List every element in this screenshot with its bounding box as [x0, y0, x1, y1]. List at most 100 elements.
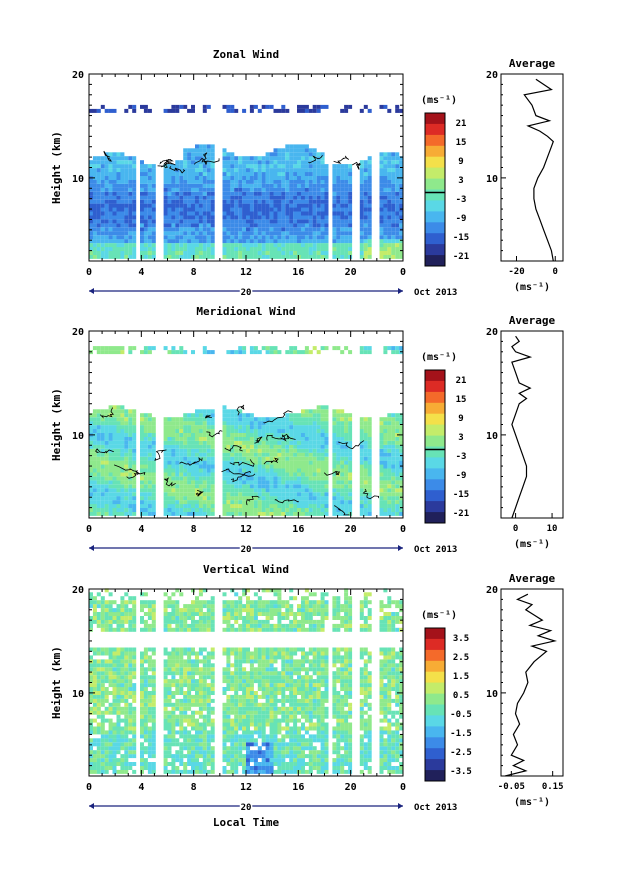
heatmap-cell	[104, 675, 109, 680]
heatmap-cell	[344, 476, 349, 481]
heatmap-cell	[246, 215, 250, 220]
heatmap-cell	[312, 480, 317, 485]
heatmap-cell	[301, 464, 305, 469]
heatmap-cell	[234, 468, 239, 473]
heatmap-cell	[363, 195, 368, 200]
heatmap-cell	[312, 429, 317, 433]
heatmap-cell	[230, 448, 235, 453]
heatmap-cell	[297, 254, 301, 259]
heatmap-cell	[128, 429, 133, 433]
heatmap-cell	[238, 179, 243, 184]
heatmap-cell	[340, 231, 345, 236]
heatmap-cell	[171, 417, 176, 422]
heatmap-cell	[140, 488, 144, 493]
heatmap-cell	[163, 191, 168, 196]
heatmap-cell	[257, 476, 262, 481]
heatmap-cell	[179, 346, 184, 351]
heatmap-cell	[324, 468, 329, 473]
heatmap-cell	[316, 108, 321, 113]
heatmap-cell	[261, 203, 266, 208]
heatmap-cell	[198, 179, 203, 184]
heatmap-cell	[120, 433, 125, 437]
heatmap-cell	[187, 429, 192, 433]
heatmap-cell	[183, 456, 188, 461]
heatmap-cell	[132, 687, 137, 691]
heatmap-cell	[269, 456, 274, 461]
heatmap-cell	[257, 500, 262, 505]
heatmap-cell	[230, 421, 235, 426]
heatmap-cell	[195, 460, 199, 465]
heatmap-cell	[116, 433, 121, 437]
heatmap-cell	[206, 417, 211, 422]
heatmap-cell	[104, 203, 109, 208]
heatmap-cell	[340, 421, 345, 426]
heatmap-cell	[124, 698, 129, 703]
heatmap-cell	[324, 254, 329, 259]
heatmap-cell	[147, 694, 152, 699]
heatmap-cell	[96, 227, 101, 232]
heatmap-cell	[140, 235, 144, 240]
heatmap-cell	[116, 722, 121, 727]
heatmap-cell	[198, 496, 203, 501]
heatmap-cell	[100, 738, 105, 743]
heatmap-cell	[344, 511, 349, 516]
heatmap-cell	[147, 702, 152, 707]
heatmap-cell	[175, 254, 180, 259]
heatmap-cell	[242, 417, 247, 422]
heatmap-cell	[261, 239, 266, 244]
heatmap-cell	[124, 655, 129, 660]
heatmap-cell	[273, 235, 278, 240]
colorbar-swatch	[425, 413, 445, 426]
heatmap-cell	[320, 456, 325, 461]
heatmap-cell	[195, 425, 199, 430]
heatmap-cell	[96, 413, 101, 418]
heatmap-cell	[132, 738, 137, 743]
heatmap-cell	[171, 172, 176, 176]
heatmap-cell	[163, 710, 168, 715]
heatmap-cell	[140, 504, 144, 508]
heatmap-cell	[167, 694, 172, 699]
heatmap-cell	[108, 754, 113, 759]
heatmap-cell	[195, 144, 199, 149]
heatmap-cell	[304, 195, 309, 200]
heatmap-cell	[242, 254, 247, 259]
heatmap-cell	[336, 207, 341, 212]
heatmap-cell	[124, 243, 129, 248]
heatmap-cell	[297, 168, 301, 173]
heatmap-cell	[261, 492, 266, 497]
heatmap-cell	[399, 172, 404, 176]
heatmap-cell	[112, 350, 117, 355]
heatmap-cell	[324, 346, 329, 351]
heatmap-cell	[249, 429, 254, 433]
heatmap-cell	[167, 425, 172, 430]
heatmap-cell	[124, 251, 129, 255]
heatmap-cell	[100, 187, 105, 192]
heatmap-cell	[273, 199, 278, 204]
heatmap-cell	[132, 448, 137, 453]
heatmap-cell	[198, 223, 203, 228]
heatmap-cell	[167, 187, 172, 192]
heatmap-cell	[304, 235, 309, 240]
heatmap-cell	[249, 164, 254, 169]
heatmap-cell	[383, 215, 388, 220]
heatmap-cell	[96, 207, 101, 212]
heatmap-cell	[195, 508, 199, 512]
heatmap-cell	[316, 504, 321, 508]
heatmap-cell	[332, 492, 337, 497]
heatmap-cell	[301, 496, 305, 501]
heatmap-cell	[285, 148, 290, 153]
heatmap-cell	[312, 108, 317, 113]
heatmap-cell	[171, 476, 176, 481]
heatmap-cell	[183, 425, 188, 430]
heatmap-cell	[253, 504, 258, 508]
heatmap-cell	[399, 164, 404, 169]
heatmap-cell	[147, 766, 152, 770]
heatmap-cell	[387, 195, 392, 200]
heatmap-cell	[108, 164, 113, 169]
heatmap-cell	[202, 207, 207, 212]
heatmap-cell	[89, 211, 93, 216]
heatmap-cell	[383, 444, 388, 449]
heatmap-cell	[312, 215, 317, 220]
heatmap-cell	[100, 596, 105, 601]
heatmap-cell	[124, 758, 129, 763]
